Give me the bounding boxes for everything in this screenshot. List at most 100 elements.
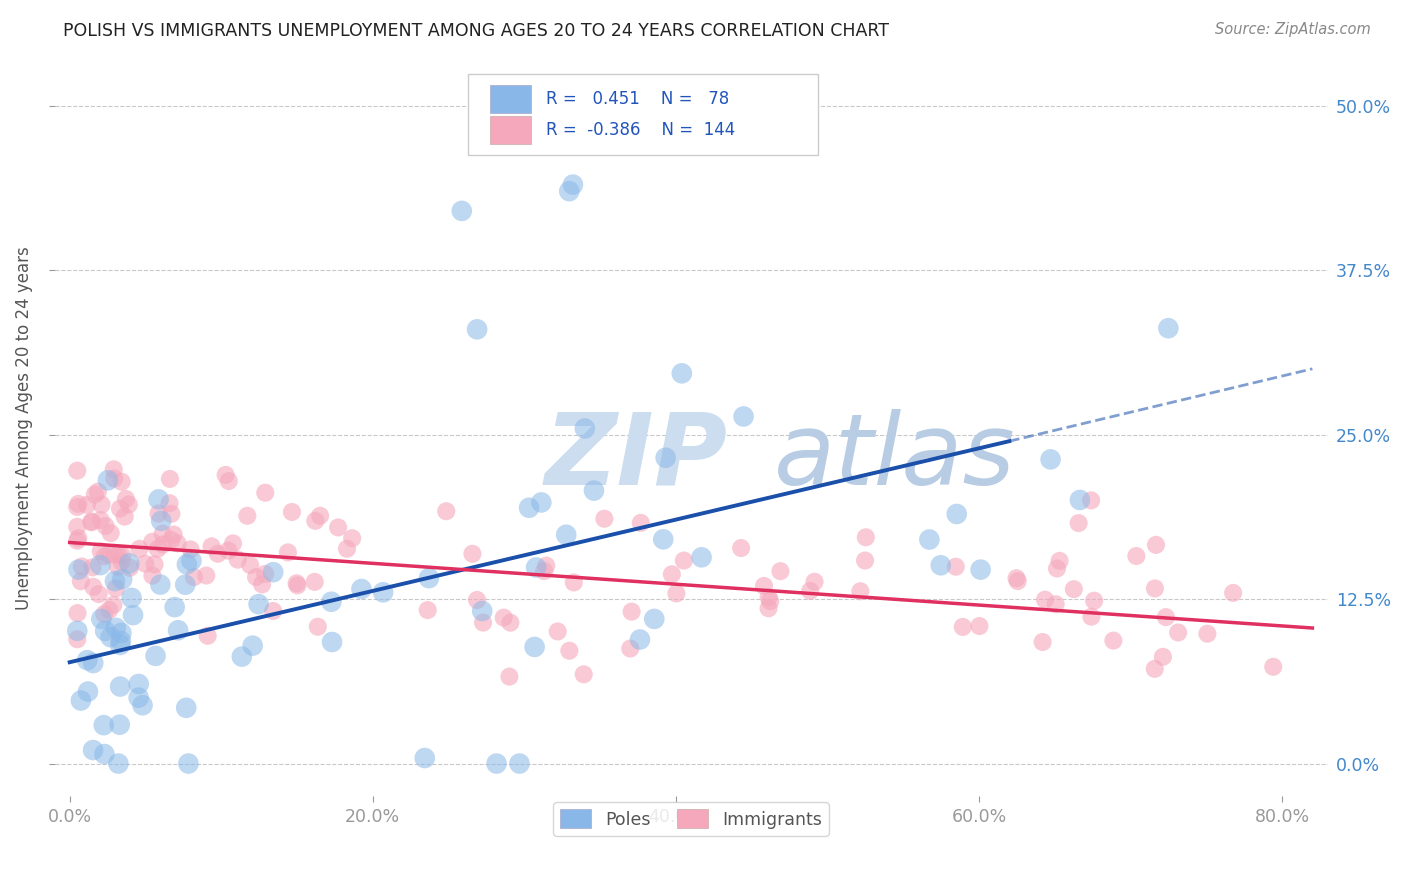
Point — [118, 560, 141, 574]
Point — [104, 582, 127, 596]
Point — [82, 743, 104, 757]
Point — [969, 619, 991, 633]
Point — [110, 634, 132, 648]
Point — [195, 568, 218, 582]
Point — [82, 656, 104, 670]
Point — [217, 543, 239, 558]
Point — [485, 756, 508, 771]
Point — [107, 559, 129, 574]
Point — [661, 567, 683, 582]
Point — [307, 620, 329, 634]
Point — [111, 549, 134, 563]
Point — [555, 528, 578, 542]
Point — [148, 492, 170, 507]
Point — [1045, 597, 1067, 611]
Point — [969, 563, 991, 577]
Point — [242, 639, 264, 653]
Point — [517, 500, 540, 515]
Point — [536, 558, 558, 573]
Point — [371, 585, 394, 599]
Point — [83, 487, 105, 501]
Point — [128, 677, 150, 691]
Point — [1063, 582, 1085, 596]
Point — [111, 572, 134, 586]
Point — [107, 548, 129, 562]
Point — [69, 574, 91, 589]
Point — [226, 552, 249, 566]
Point — [100, 630, 122, 644]
Point — [465, 593, 488, 607]
Point — [152, 526, 174, 541]
Point — [152, 538, 174, 552]
Point — [183, 570, 205, 584]
Point — [1143, 582, 1166, 596]
Point — [620, 605, 643, 619]
Point — [628, 632, 651, 647]
Point — [1154, 610, 1177, 624]
Point — [104, 621, 127, 635]
Text: R =   0.451    N =   78: R = 0.451 N = 78 — [546, 90, 730, 108]
Point — [849, 584, 872, 599]
Point — [93, 607, 115, 621]
Point — [582, 483, 605, 498]
Point — [803, 574, 825, 589]
Point — [197, 629, 219, 643]
Text: atlas: atlas — [773, 409, 1015, 506]
Bar — [489, 116, 530, 145]
Point — [730, 541, 752, 555]
Point — [929, 558, 952, 573]
Point — [285, 576, 308, 591]
Point — [100, 526, 122, 541]
Point — [141, 534, 163, 549]
Point — [326, 520, 349, 534]
Point — [1157, 321, 1180, 335]
Point — [67, 531, 90, 545]
Point — [160, 507, 183, 521]
Point — [110, 555, 132, 569]
Point — [733, 409, 755, 424]
Point — [90, 498, 112, 512]
Point — [465, 322, 488, 336]
Point — [471, 604, 494, 618]
Point — [115, 491, 138, 506]
Point — [93, 747, 115, 761]
Point — [492, 610, 515, 624]
Point — [146, 541, 169, 556]
Point — [340, 531, 363, 545]
Point — [103, 471, 125, 485]
Point — [163, 600, 186, 615]
Point — [93, 718, 115, 732]
Point — [262, 565, 284, 579]
Point — [416, 603, 439, 617]
Point — [176, 558, 198, 572]
Point — [572, 667, 595, 681]
Point — [160, 533, 183, 547]
Point — [66, 519, 89, 533]
Point — [799, 583, 821, 598]
Point — [122, 608, 145, 623]
Point — [1197, 626, 1219, 640]
Point — [76, 498, 98, 512]
Point — [247, 597, 270, 611]
Point — [67, 497, 90, 511]
Point — [222, 536, 245, 550]
Point — [177, 756, 200, 771]
Point — [254, 566, 277, 581]
Point — [89, 558, 111, 573]
Point — [110, 638, 132, 652]
Point — [82, 580, 104, 594]
Point — [174, 578, 197, 592]
Point — [66, 624, 89, 638]
Point — [1222, 586, 1244, 600]
Point — [97, 548, 120, 562]
Point — [104, 574, 127, 589]
Point — [1033, 592, 1056, 607]
Point — [218, 474, 240, 488]
Point — [239, 558, 262, 572]
Point — [853, 553, 876, 567]
Point — [180, 542, 202, 557]
Point — [643, 612, 665, 626]
Point — [214, 467, 236, 482]
Point — [174, 701, 197, 715]
Point — [108, 680, 131, 694]
